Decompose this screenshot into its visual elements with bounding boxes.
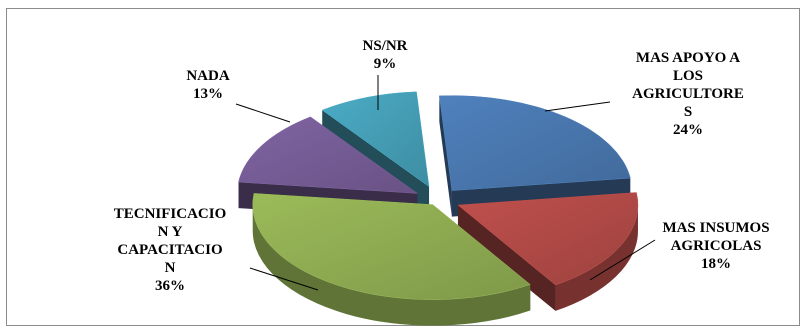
slice-label-1: MAS INSUMOS AGRICOLAS 18% [662, 220, 769, 272]
leader-line-1 [589, 239, 656, 281]
pie-slice-1 [457, 192, 639, 311]
leader-line-3 [235, 103, 291, 123]
leader-line-0 [544, 101, 611, 112]
slice-label-0: MAS APOYO A LOS AGRICULTORE S 24% [632, 50, 744, 138]
slice-label-3: NADA 13% [186, 68, 229, 102]
slice-label-2: TECNIFICACIO N Y CAPACITACIO N 36% [114, 206, 227, 294]
leader-line-2 [249, 267, 319, 291]
pie-slice-2 [252, 193, 531, 326]
slice-label-4: NS/NR 9% [362, 38, 407, 72]
